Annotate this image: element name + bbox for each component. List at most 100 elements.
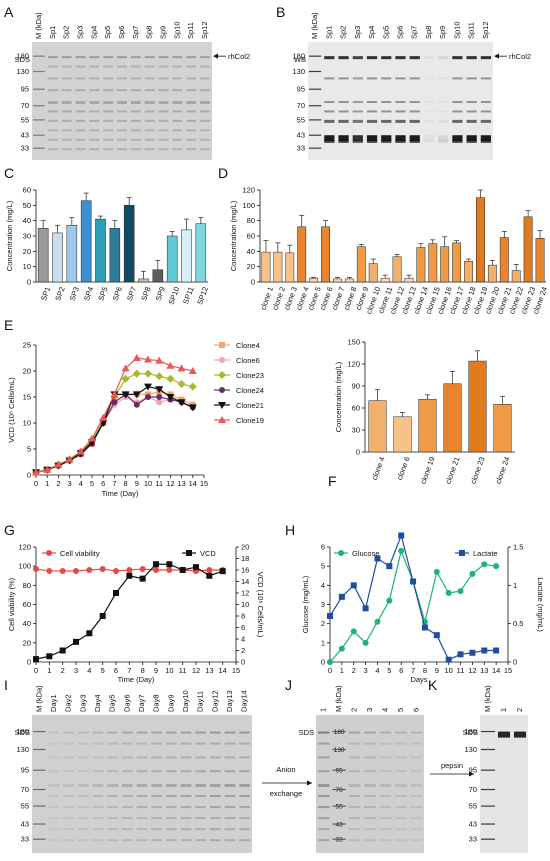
band (151, 784, 162, 787)
band (438, 101, 449, 103)
band (480, 101, 491, 103)
lane-label: Sp6 (395, 26, 404, 39)
panel-letter-a: A (4, 4, 14, 20)
x-tick-label: SP8 (139, 286, 152, 302)
band (180, 795, 192, 798)
bar-clone-17 (452, 242, 462, 283)
panel-letter-i: I (4, 677, 8, 693)
band (452, 139, 463, 143)
marker-label: 180 (16, 727, 29, 736)
marker-label: 95 (21, 85, 29, 94)
band (239, 806, 250, 809)
band (61, 89, 72, 92)
y-tick-label: 5 (27, 445, 31, 454)
lane-label: M (kDa) (483, 685, 492, 712)
band (210, 828, 221, 831)
bar-sp7 (123, 205, 135, 283)
bar-clone-14 (416, 247, 426, 283)
band (103, 77, 114, 80)
band (364, 817, 376, 820)
band (318, 817, 330, 820)
band (158, 110, 169, 113)
band (409, 101, 420, 103)
band (166, 828, 177, 831)
band (186, 148, 197, 151)
point-marker (218, 371, 226, 379)
band (117, 110, 127, 113)
y-tick-label: 15 (23, 393, 31, 402)
lane-label: Sp6 (117, 26, 126, 39)
band (200, 56, 210, 59)
band (195, 784, 206, 787)
bar-clone-4 (297, 226, 307, 283)
band (92, 828, 104, 831)
marker-label: 95 (336, 768, 344, 775)
band (318, 770, 330, 773)
point-marker (386, 597, 393, 604)
band (158, 65, 169, 68)
point-marker (65, 455, 74, 463)
point-marker (144, 369, 152, 378)
band (63, 731, 74, 734)
point-marker (421, 624, 428, 631)
right-tick-label: 8 (241, 612, 245, 621)
band (200, 119, 210, 122)
right-tick-label: 16 (241, 566, 249, 575)
point-marker (33, 656, 39, 663)
gel-j: SDS 1 M (kDa) 2 3 4 5 6 180 130 95 70 55 43 33 (299, 685, 424, 853)
point-marker (410, 578, 417, 585)
bar-sp6 (109, 228, 121, 283)
lane-label: Day9 (166, 694, 175, 712)
gel-side-label: SDS (299, 728, 314, 737)
band (48, 828, 60, 831)
band (107, 839, 118, 842)
point-marker (481, 647, 488, 654)
band (379, 839, 392, 842)
band (122, 817, 133, 820)
marker-label: 55 (336, 804, 344, 811)
band (48, 839, 60, 842)
band (395, 101, 406, 103)
band (395, 119, 406, 123)
marker-label: 180 (292, 52, 305, 61)
point-marker (166, 567, 173, 573)
point-marker (156, 394, 163, 400)
band (324, 139, 335, 143)
point-marker (457, 588, 464, 595)
point-marker (144, 355, 152, 363)
band (117, 77, 127, 80)
panel-letter-g: G (4, 522, 15, 538)
point-marker (338, 593, 345, 600)
x-tick-label: 14 (189, 479, 197, 488)
anion-label: Anion (276, 765, 295, 774)
bar-clone-6 (321, 226, 330, 283)
band (409, 139, 420, 143)
band (151, 731, 162, 734)
band (107, 742, 118, 745)
band (395, 731, 407, 734)
right-tick-label: 4 (241, 635, 245, 644)
marker-label: 130 (334, 747, 345, 754)
point-marker (219, 568, 226, 575)
band (117, 148, 127, 151)
point-marker (153, 561, 159, 568)
band (348, 795, 361, 798)
point-marker (362, 605, 369, 612)
bar-clone-5 (309, 277, 319, 283)
x-tick-label: 7 (112, 479, 116, 488)
x-axis-label: Days (410, 675, 427, 684)
band (224, 731, 236, 734)
band (89, 77, 100, 80)
x-tick-label: 4 (87, 666, 91, 675)
band (438, 56, 449, 60)
band (452, 101, 463, 103)
right-tick-label: 20 (241, 543, 249, 552)
band (158, 138, 169, 141)
point-marker (121, 364, 130, 372)
band (107, 756, 118, 759)
band (480, 56, 491, 60)
lane-label: M (kDa) (34, 12, 43, 39)
lane-label: Day12 (210, 690, 219, 712)
y-tick-label: 20 (23, 247, 31, 256)
